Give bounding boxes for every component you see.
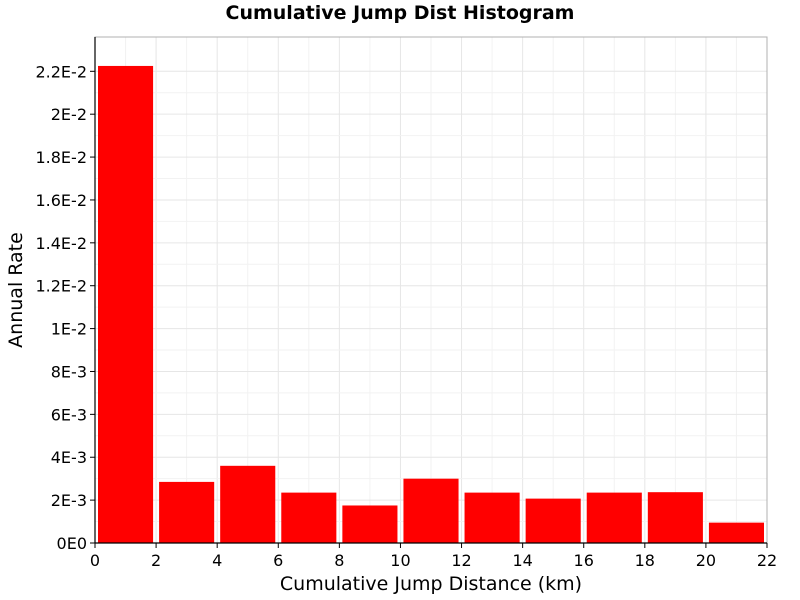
histogram-bar xyxy=(281,492,337,543)
histogram-bar xyxy=(708,522,764,543)
y-tick-label: 6E-3 xyxy=(51,405,87,424)
x-tick-label: 2 xyxy=(151,551,161,570)
x-tick-label: 18 xyxy=(635,551,655,570)
x-tick-label: 4 xyxy=(212,551,222,570)
histogram-bar xyxy=(98,65,154,543)
y-tick-label: 4E-3 xyxy=(51,448,87,467)
y-tick-label: 1.4E-2 xyxy=(35,234,87,253)
y-tick-label: 8E-3 xyxy=(51,362,87,381)
y-axis-label: Annual Rate xyxy=(5,232,27,348)
x-tick-label: 6 xyxy=(273,551,283,570)
histogram-bar xyxy=(220,465,276,543)
histogram-bar xyxy=(525,498,581,543)
y-tick-label: 1E-2 xyxy=(51,320,87,339)
y-tick-label: 1.8E-2 xyxy=(35,148,87,167)
y-tick-label: 1.2E-2 xyxy=(35,277,87,296)
x-tick-label: 20 xyxy=(696,551,716,570)
histogram-bar xyxy=(342,505,398,543)
y-tick-label: 0E0 xyxy=(57,534,87,553)
bars xyxy=(98,65,764,543)
x-axis-label: Cumulative Jump Distance (km) xyxy=(280,573,582,595)
histogram-bar xyxy=(159,481,215,543)
x-tick-label: 16 xyxy=(574,551,594,570)
x-tick-label: 22 xyxy=(757,551,777,570)
histogram-bar xyxy=(647,492,703,543)
histogram-bar xyxy=(403,478,459,543)
histogram-bar xyxy=(464,492,520,543)
x-tick-label: 14 xyxy=(512,551,532,570)
y-tick-label: 2E-3 xyxy=(51,491,87,510)
chart-title: Cumulative Jump Dist Histogram xyxy=(225,2,575,24)
y-tick-label: 2E-2 xyxy=(51,105,87,124)
ticks: 0 2 4 6 8 10 12 14 16 18 20 22 0E0 2E-3 4E-3 6E-3 8E-3 1E… xyxy=(35,62,777,570)
axes xyxy=(94,37,767,544)
x-tick-label: 8 xyxy=(334,551,344,570)
y-tick-label: 1.6E-2 xyxy=(35,191,87,210)
histogram-bar xyxy=(586,492,642,543)
x-tick-label: 10 xyxy=(390,551,410,570)
x-tick-label: 12 xyxy=(451,551,471,570)
x-tick-label: 0 xyxy=(90,551,100,570)
y-tick-label: 2.2E-2 xyxy=(35,62,87,81)
